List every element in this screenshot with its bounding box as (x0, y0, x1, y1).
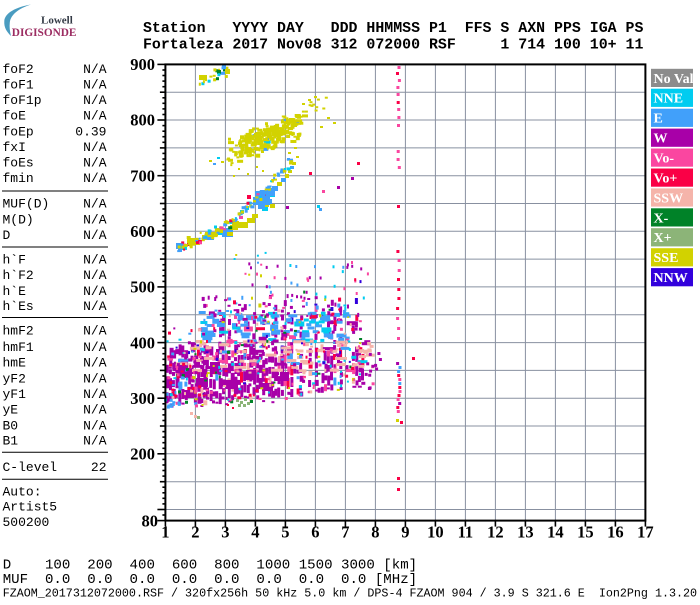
svg-text:N/A: N/A (83, 156, 107, 171)
svg-text:900: 900 (130, 55, 155, 74)
svg-text:9: 9 (401, 523, 409, 542)
svg-text:400: 400 (130, 333, 155, 352)
svg-text:14: 14 (547, 523, 564, 542)
svg-text:hmF2: hmF2 (3, 323, 34, 338)
svg-text:N/A: N/A (83, 109, 107, 124)
svg-text:FZAOM_2017312072000.RSF / 320f: FZAOM_2017312072000.RSF / 320fx256h 50 k… (3, 587, 697, 601)
svg-text:foF1p: foF1p (3, 93, 42, 108)
svg-text:Vo-: Vo- (654, 152, 675, 167)
svg-text:N/A: N/A (83, 403, 107, 418)
svg-text:N/A: N/A (83, 434, 107, 449)
svg-text:foEp: foEp (3, 124, 34, 139)
svg-text:300: 300 (130, 389, 155, 408)
svg-text:yF2: yF2 (3, 371, 26, 386)
svg-text:foF2: foF2 (3, 62, 34, 77)
svg-text:fxI: fxI (3, 140, 26, 155)
svg-text:Auto:: Auto: (3, 485, 42, 500)
svg-text:80: 80 (142, 511, 159, 530)
svg-text:MUF 0.0 0.0 0.0 0.0 0.0: MUF 0.0 0.0 0.0 0.0 0.0 0.0 0.0 0.0 [MHz… (3, 572, 417, 588)
svg-text:3: 3 (221, 523, 229, 542)
svg-text:700: 700 (130, 166, 155, 185)
svg-text:N/A: N/A (83, 323, 107, 338)
svg-text:M(D): M(D) (3, 213, 34, 228)
svg-text:6: 6 (311, 523, 319, 542)
svg-text:N/A: N/A (83, 62, 107, 77)
svg-text:Artist5: Artist5 (3, 500, 58, 515)
svg-text:Station YYYY DAY DDD HHMMS: Station YYYY DAY DDD HHMMSS P1 FFS S AXN… (143, 21, 643, 37)
svg-text:N/A: N/A (83, 213, 107, 228)
svg-text:12: 12 (487, 523, 504, 542)
svg-text:h`F: h`F (3, 253, 26, 268)
svg-text:D 100 200 400 600 800: D 100 200 400 600 800 1000 1500 3000 [km… (3, 558, 417, 574)
svg-text:N/A: N/A (83, 171, 107, 186)
svg-text:2: 2 (191, 523, 199, 542)
svg-text:11: 11 (458, 523, 474, 542)
svg-text:N/A: N/A (83, 340, 107, 355)
svg-text:0.39: 0.39 (75, 124, 106, 139)
svg-text:200: 200 (130, 445, 155, 464)
svg-text:E: E (654, 112, 663, 127)
svg-text:N/A: N/A (83, 253, 107, 268)
svg-text:h`Es: h`Es (3, 299, 34, 314)
svg-text:hmE: hmE (3, 356, 27, 371)
svg-text:No Val: No Val (654, 72, 694, 87)
svg-text:22: 22 (91, 460, 107, 475)
svg-text:B0: B0 (3, 418, 19, 433)
svg-text:W: W (654, 132, 668, 147)
svg-text:B1: B1 (3, 434, 19, 449)
svg-text:Lowell: Lowell (41, 15, 73, 27)
svg-text:N/A: N/A (83, 197, 107, 212)
svg-text:Vo+: Vo+ (654, 172, 678, 187)
svg-text:SSW: SSW (654, 191, 684, 206)
svg-text:D: D (3, 228, 11, 243)
svg-text:foE: foE (3, 109, 27, 124)
svg-text:500: 500 (130, 278, 155, 297)
svg-text:fmin: fmin (3, 171, 34, 186)
svg-text:500200: 500200 (3, 515, 50, 530)
svg-text:8: 8 (371, 523, 379, 542)
svg-text:N/A: N/A (83, 356, 107, 371)
svg-text:N/A: N/A (83, 140, 107, 155)
svg-text:N/A: N/A (83, 228, 107, 243)
svg-text:N/A: N/A (83, 371, 107, 386)
svg-text:foEs: foEs (3, 156, 34, 171)
svg-text:10: 10 (427, 523, 444, 542)
svg-text:X-: X- (654, 211, 669, 226)
svg-text:h`E: h`E (3, 284, 27, 299)
svg-text:foF1: foF1 (3, 78, 34, 93)
svg-text:C-level: C-level (3, 460, 58, 475)
svg-text:NNW: NNW (654, 271, 688, 286)
svg-text:yE: yE (3, 403, 19, 418)
svg-text:X+: X+ (654, 231, 672, 246)
svg-text:N/A: N/A (83, 284, 107, 299)
svg-text:DIGISONDE: DIGISONDE (12, 27, 77, 39)
svg-text:Fortaleza 2017 Nov08 312 07200: Fortaleza 2017 Nov08 312 072000 RSF 1 71… (143, 38, 643, 54)
svg-text:yF1: yF1 (3, 387, 27, 402)
svg-text:N/A: N/A (83, 299, 107, 314)
svg-text:N/A: N/A (83, 78, 107, 93)
svg-text:N/A: N/A (83, 387, 107, 402)
svg-text:5: 5 (281, 523, 289, 542)
svg-text:17: 17 (637, 523, 654, 542)
svg-text:15: 15 (577, 523, 594, 542)
svg-text:MUF(D): MUF(D) (3, 197, 50, 212)
svg-text:16: 16 (607, 523, 624, 542)
svg-text:N/A: N/A (83, 418, 107, 433)
svg-text:4: 4 (251, 523, 259, 542)
svg-text:13: 13 (517, 523, 534, 542)
svg-text:7: 7 (341, 523, 349, 542)
svg-text:SSE: SSE (654, 251, 679, 266)
svg-text:600: 600 (130, 222, 155, 241)
svg-text:N/A: N/A (83, 268, 107, 283)
svg-text:N/A: N/A (83, 93, 107, 108)
svg-text:NNE: NNE (654, 92, 684, 107)
svg-text:800: 800 (130, 111, 155, 130)
svg-text:1: 1 (161, 523, 169, 542)
svg-text:hmF1: hmF1 (3, 340, 34, 355)
svg-text:h`F2: h`F2 (3, 268, 34, 283)
